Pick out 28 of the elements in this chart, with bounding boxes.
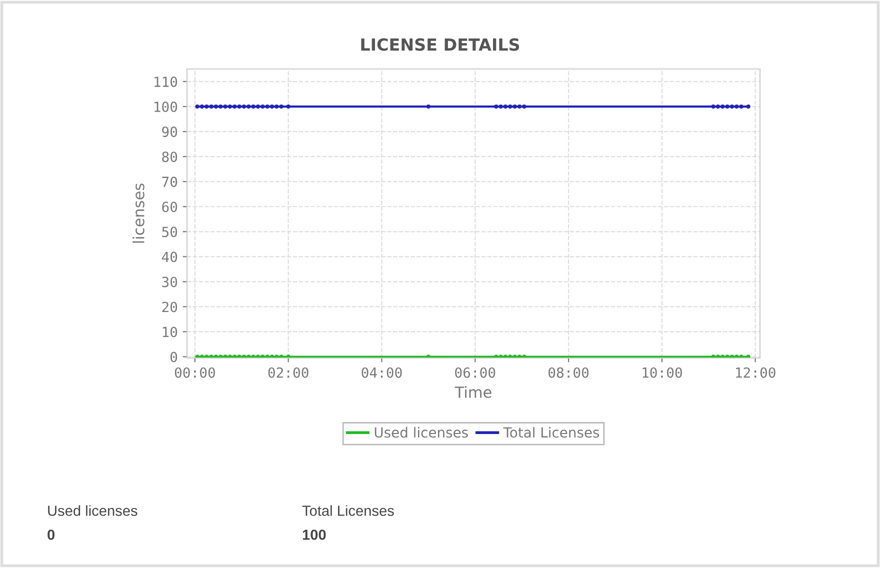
x-tick-label: 04:00: [362, 367, 402, 378]
y-tick-label: 100: [154, 102, 178, 112]
legend-label: Total Licenses: [503, 426, 600, 438]
chart-title: LICENSE DETAILS: [361, 38, 520, 51]
y-tick-label: 30: [162, 276, 178, 288]
x-tick-label: 08:00: [548, 367, 589, 378]
y-tick-label: 110: [154, 76, 178, 88]
x-tick-label: 02:00: [268, 367, 308, 378]
y-tick-label: 20: [162, 302, 178, 312]
text: 100: [302, 530, 326, 540]
y-tick-label: 80: [162, 152, 178, 162]
x-tick-label: 00:00: [174, 367, 215, 378]
x-tick-label: 06:00: [455, 367, 496, 378]
x-tick-label: 10:00: [642, 367, 682, 378]
y-axis-title: licenses: [132, 184, 144, 243]
text: Total Licenses: [302, 505, 394, 516]
text: 0: [48, 530, 55, 540]
x-tick-label: 12:00: [736, 367, 776, 378]
x-axis-title: Time: [454, 386, 492, 398]
y-tick-label: 50: [162, 226, 178, 238]
y-tick-label: 0: [170, 352, 178, 362]
text: Used licenses: [48, 505, 138, 516]
y-tick-label: 10: [162, 326, 178, 338]
y-tick-label: 60: [162, 202, 178, 212]
y-tick-label: 40: [162, 252, 178, 262]
y-tick-label: 90: [162, 126, 178, 138]
legend-label: Used licenses: [374, 426, 468, 438]
y-tick-label: 70: [162, 176, 178, 188]
